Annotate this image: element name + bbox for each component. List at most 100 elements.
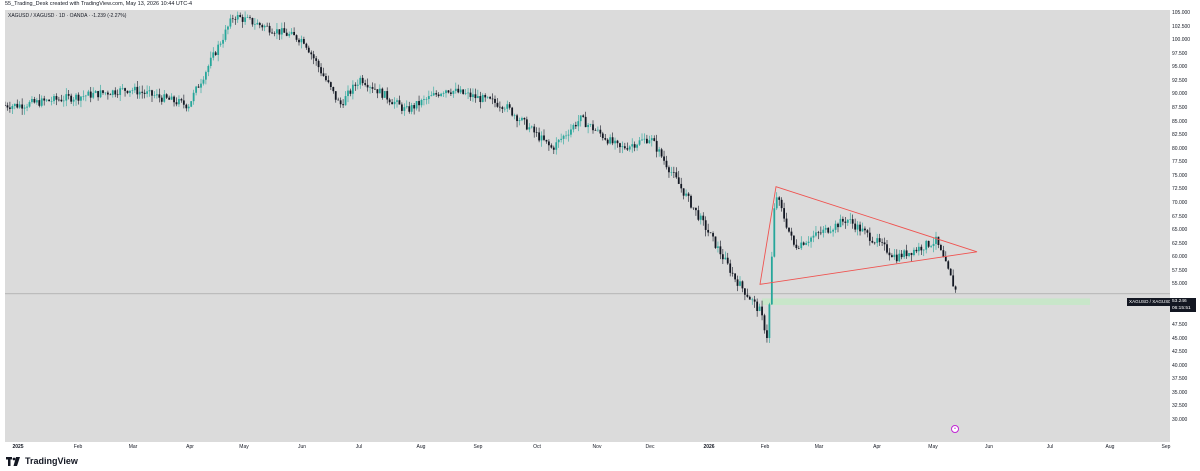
candle-body [557,139,560,143]
candle-body [60,99,63,102]
candle-body [45,99,48,101]
candle-body [795,244,798,249]
candle-body [631,144,634,147]
candle-body [530,126,533,128]
support-zone[interactable] [762,298,1090,305]
candle-body [842,218,844,222]
candle-body [494,98,496,103]
candle-body [677,177,680,184]
candle-body [699,215,702,220]
candle-body [251,17,254,25]
candle-body [623,146,626,149]
candle-body [476,96,479,99]
candle-body [756,301,759,311]
candle-body [935,236,937,244]
symbol-legend[interactable]: XAGUSD / XAGUSD · 1D · OANDA · -1.239 (-… [8,13,127,19]
candle-body [609,137,612,144]
candle-body [802,242,805,245]
price-chart[interactable] [5,10,1170,442]
candle-body [344,96,347,106]
candle-body [800,242,803,249]
candle-body [511,107,514,116]
price-tick-label: 67.500 [1172,213,1188,220]
candle-body [227,26,229,30]
candle-body [773,208,776,257]
candle-body [104,92,107,94]
candle-body [579,115,582,122]
time-tick-label: Apr [873,444,881,450]
candle-body [763,315,766,331]
time-tick-label: Feb [760,444,770,450]
candle-body [672,172,675,173]
tradingview-logo[interactable]: TradingView [6,456,78,466]
candle-body [320,67,322,74]
chart-pane[interactable]: XAGUSD / XAGUSD · 1D · OANDA · -1.239 (-… [5,10,1170,442]
candle-body [758,306,761,311]
candle-body [241,16,244,22]
price-tick-label: 100.000 [1172,37,1191,44]
candle-body [97,91,99,98]
candle-body [949,268,952,276]
candle-body [641,139,643,141]
candle-body [910,252,913,256]
candle-body [413,105,416,109]
candle-body [690,195,692,208]
candle-body [724,257,727,260]
candle-body [229,18,232,27]
candle-body [783,208,785,219]
time-axis[interactable]: 2025 Feb Mar Apr May Jun Jul Aug Sep Oct Nov Dec 202… [5,442,1170,452]
price-tick-label: 72.500 [1172,186,1188,193]
candle-body [893,254,896,258]
time-tick-label: Oct [533,444,541,450]
candle-body [788,227,790,232]
price-tick-label: 70.000 [1172,199,1188,206]
candle-body [785,218,788,228]
time-tick-label: Jun [297,444,307,450]
candle-body [768,304,771,339]
candle-body [815,232,817,236]
candle-body [685,193,687,196]
event-marker-icon[interactable]: • [951,425,959,433]
candle-body [383,91,386,98]
candle-body [873,242,876,244]
candle-body [479,96,482,103]
candle-body [719,246,722,255]
candle-body [300,39,303,43]
candle-body [832,229,834,232]
candle-body [192,92,195,102]
candle-body [712,233,714,237]
price-axis[interactable]: 105.000 102.500 100.000 97.500 95.000 92.500 9… [1170,10,1200,442]
candle-body [239,14,242,17]
price-tick-label: 82.500 [1172,132,1188,139]
candle-body [932,243,935,247]
candle-body [550,145,553,148]
candle-body [435,93,438,95]
candle-body [332,87,335,92]
candle-body [952,275,955,287]
candle-body [43,98,46,101]
price-tick-label: 47.500 [1172,322,1188,329]
triangle-pattern[interactable] [759,186,978,285]
candle-body [459,89,462,93]
candle-body [721,254,724,260]
candle-body [454,88,457,91]
price-tick-label: 30.000 [1172,417,1188,423]
candle-body [584,116,587,128]
candle-body [766,330,768,339]
candle-body [87,91,90,96]
candle-body [741,281,744,289]
candle-body [327,80,330,83]
candle-body [570,129,572,135]
candle-body [197,86,200,88]
candle-body [597,129,599,131]
candle-body [322,73,325,77]
candle-body [84,95,87,97]
candle-body [23,107,26,109]
time-tick-label: Jun [984,444,994,450]
candle-body [116,94,119,96]
candle-body [378,88,381,94]
candle-body [474,94,477,99]
candle-body [72,99,75,102]
candle-body [886,244,888,253]
candle-body [452,90,455,94]
